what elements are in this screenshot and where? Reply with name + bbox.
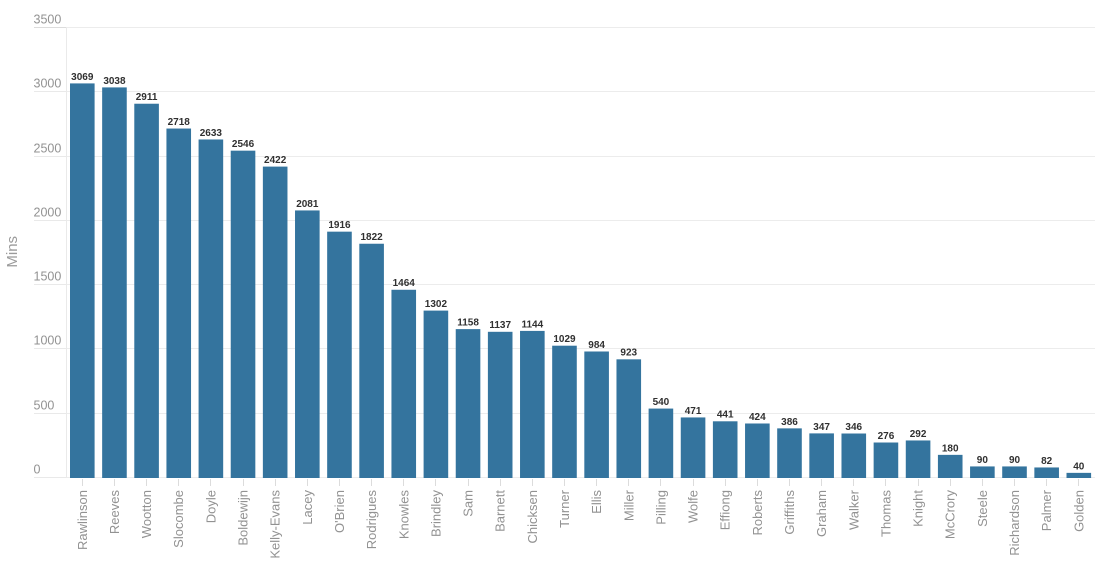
svg-text:Boldewijn: Boldewijn [236,490,251,546]
svg-text:Knight: Knight [911,490,926,527]
svg-text:40: 40 [1073,461,1085,472]
svg-text:Lacey: Lacey [300,490,315,525]
svg-text:Sam: Sam [461,490,476,517]
svg-text:441: 441 [717,410,734,421]
svg-text:Wolfe: Wolfe [686,490,701,523]
svg-text:540: 540 [653,397,670,408]
svg-text:Griffiths: Griffiths [782,490,797,535]
svg-text:Barnett: Barnett [493,490,508,532]
svg-text:500: 500 [34,398,55,412]
svg-text:Knowles: Knowles [396,490,411,540]
svg-text:923: 923 [620,348,637,359]
svg-text:1158: 1158 [457,318,479,329]
svg-text:2500: 2500 [34,141,62,155]
svg-text:347: 347 [813,422,830,433]
svg-text:Rawlinson: Rawlinson [75,490,90,550]
svg-text:Mins: Mins [4,236,21,268]
svg-text:471: 471 [685,406,702,417]
svg-text:Turner: Turner [557,489,572,527]
svg-text:2000: 2000 [34,205,62,219]
svg-text:180: 180 [942,443,959,454]
svg-text:3069: 3069 [71,72,94,83]
svg-text:90: 90 [977,455,989,466]
svg-text:Palmer: Palmer [1039,489,1054,531]
svg-text:Reeves: Reeves [107,490,122,535]
svg-text:3500: 3500 [34,12,62,26]
svg-text:346: 346 [845,422,862,433]
svg-text:Brindley: Brindley [428,490,443,537]
svg-text:Chicksen: Chicksen [525,490,540,543]
svg-text:Effiong: Effiong [718,490,733,530]
svg-text:Richardson: Richardson [1007,490,1022,556]
svg-text:1822: 1822 [360,232,383,243]
svg-text:Slocombe: Slocombe [171,490,186,548]
svg-text:3000: 3000 [34,76,62,90]
svg-text:1137: 1137 [489,320,511,331]
svg-text:2633: 2633 [200,128,223,139]
svg-text:292: 292 [910,429,927,440]
svg-text:Thomas: Thomas [878,490,893,537]
svg-text:1500: 1500 [34,269,62,283]
svg-text:O'Brien: O'Brien [332,490,347,533]
svg-text:Rodrigues: Rodrigues [364,490,379,550]
svg-text:2911: 2911 [136,92,158,103]
svg-text:Graham: Graham [814,490,829,537]
svg-text:3038: 3038 [103,76,126,87]
svg-text:Miller: Miller [621,489,636,521]
svg-text:984: 984 [588,340,605,351]
svg-text:1000: 1000 [34,333,62,347]
svg-text:82: 82 [1041,456,1053,467]
svg-text:276: 276 [878,431,895,442]
svg-text:Steele: Steele [975,490,990,527]
svg-text:2718: 2718 [168,117,191,128]
svg-text:Golden: Golden [1071,490,1086,532]
svg-text:1029: 1029 [553,334,576,345]
svg-text:0: 0 [34,462,41,476]
svg-text:1916: 1916 [328,220,351,231]
svg-text:90: 90 [1009,455,1021,466]
svg-text:1464: 1464 [393,278,416,289]
svg-text:2422: 2422 [264,155,287,166]
svg-text:Doyle: Doyle [203,490,218,523]
svg-text:2081: 2081 [296,199,319,210]
svg-text:Pilling: Pilling [653,490,668,525]
svg-text:1302: 1302 [425,299,448,310]
svg-text:Ellis: Ellis [589,490,604,514]
svg-text:2546: 2546 [232,139,255,150]
svg-text:424: 424 [749,412,766,423]
svg-text:1144: 1144 [521,319,543,330]
svg-text:McCrory: McCrory [943,490,958,540]
svg-text:Walker: Walker [846,489,861,530]
svg-text:Kelly-Evans: Kelly-Evans [268,490,283,559]
svg-text:Wootton: Wootton [139,490,154,538]
svg-text:386: 386 [781,417,798,428]
svg-text:Roberts: Roberts [750,490,765,536]
